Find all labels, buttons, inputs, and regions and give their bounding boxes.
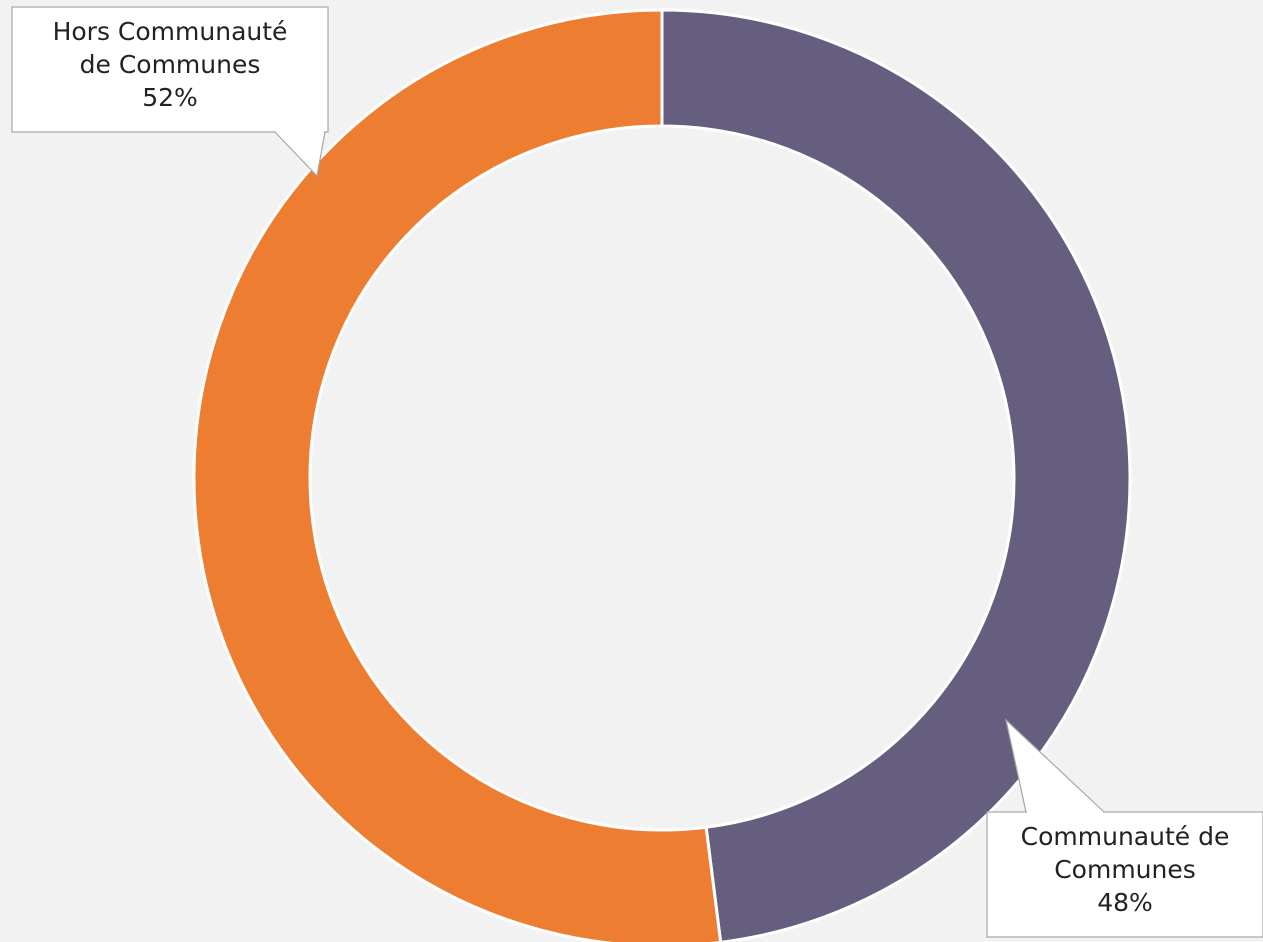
data-label-category: Communauté de [1021, 822, 1230, 851]
data-label-percent: 48% [1097, 888, 1153, 917]
data-label-callout-0: Communauté de Communes 48% [986, 718, 1263, 938]
callout-box [11, 6, 329, 133]
data-label-category: de Communes [80, 50, 261, 79]
data-label-category: Hors Communauté [53, 17, 288, 46]
donut-slice-1 [192, 8, 723, 942]
data-label-category: Communes [1054, 855, 1196, 884]
data-label-callout-1: Hors Communauté de Communes 52% [11, 6, 329, 178]
data-label-percent: 52% [142, 83, 198, 112]
donut-slice-0 [660, 8, 1132, 942]
callout-pointer [273, 131, 326, 178]
callout-box [986, 811, 1263, 938]
